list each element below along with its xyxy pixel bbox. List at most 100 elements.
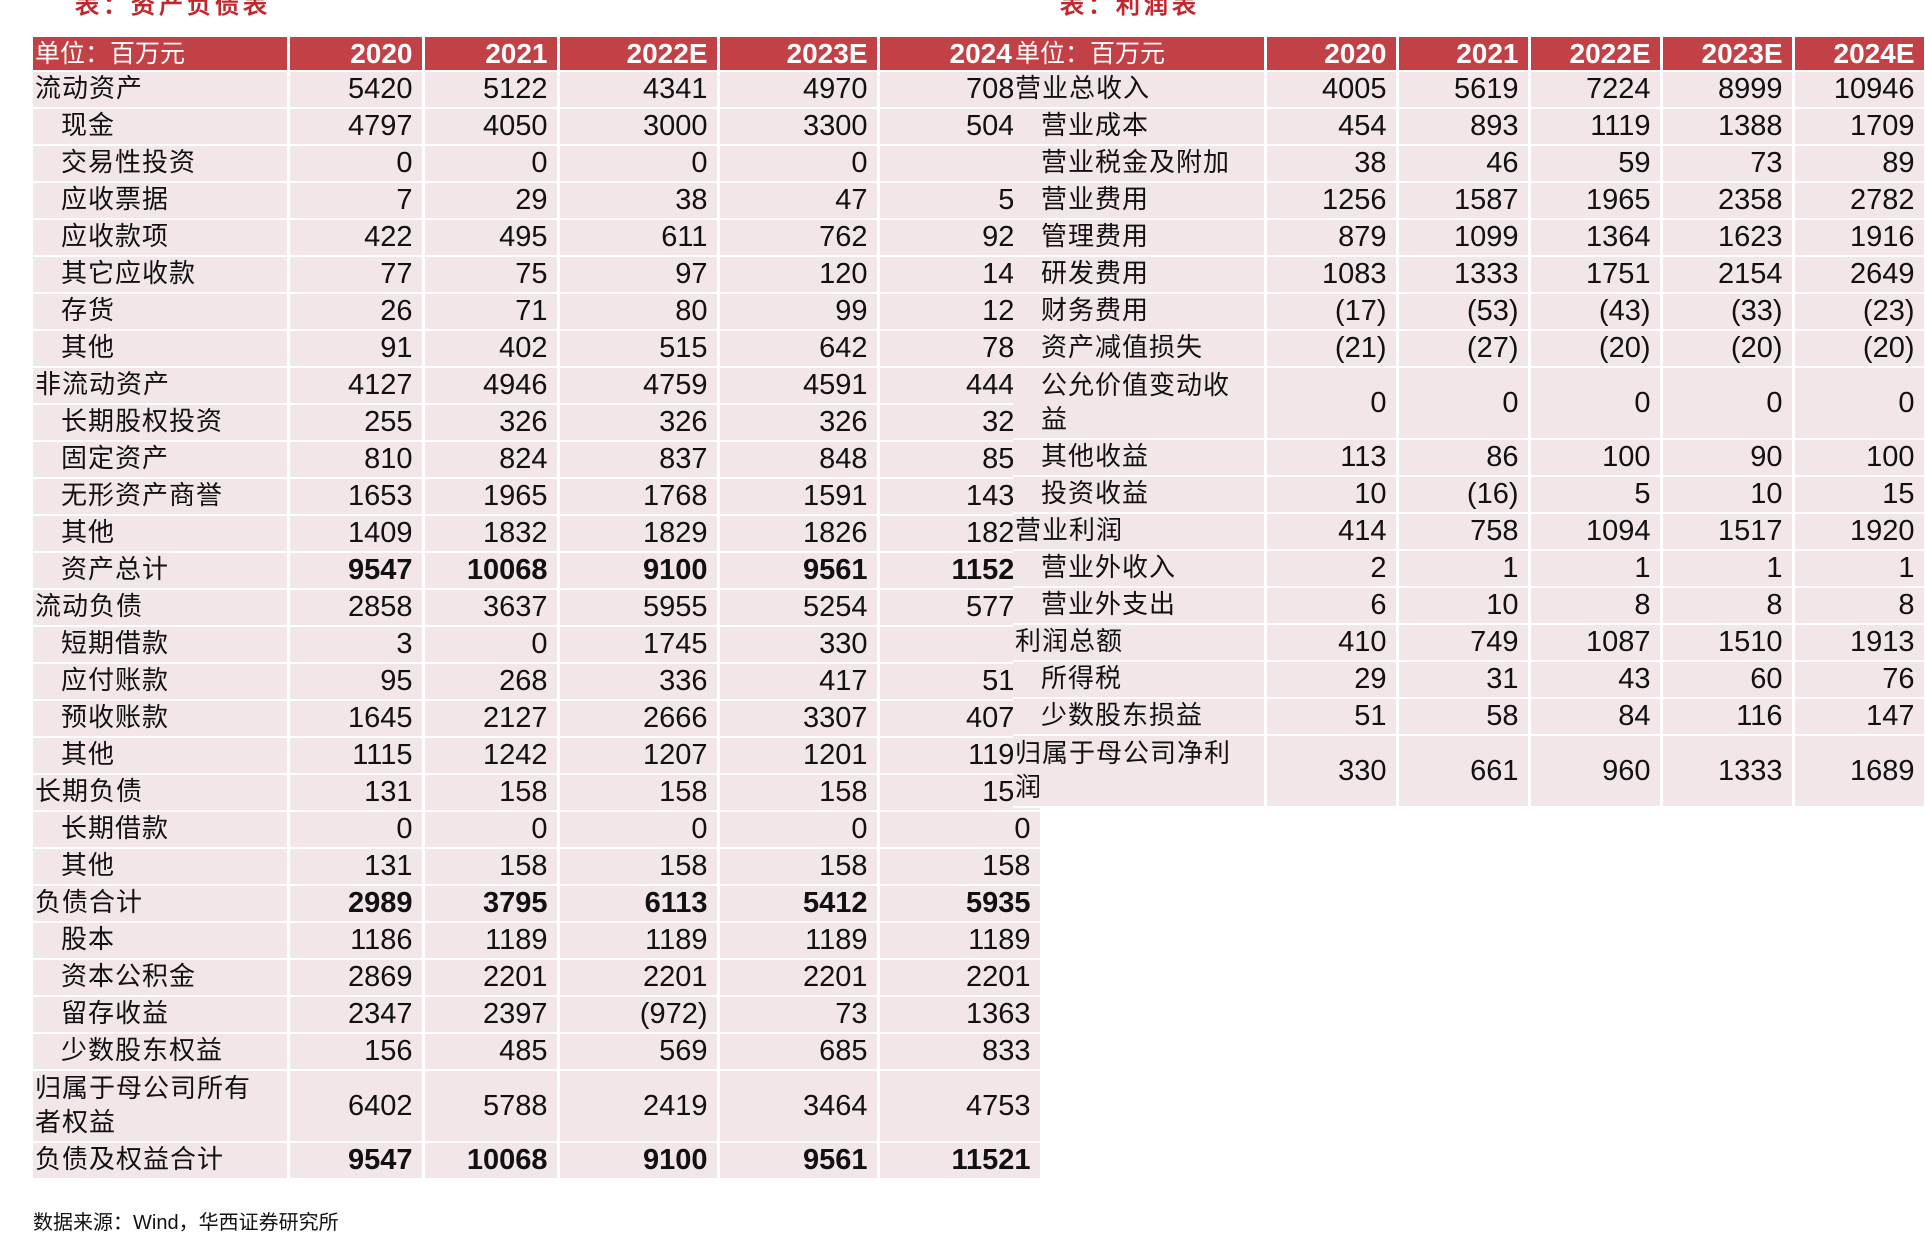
value-cell: 2649: [1793, 256, 1925, 294]
value-cell: 495: [423, 219, 560, 257]
row-label: 预收账款: [33, 700, 290, 738]
income-statement-body: 营业总收入 4005 5619 7224 8999 10946 营业成本 454 893 1119…: [1013, 71, 1925, 808]
row-label: 负债合计: [33, 885, 290, 923]
value-cell: 46: [1397, 145, 1531, 183]
value-cell: 2201: [718, 959, 880, 997]
value-cell: 9100: [558, 1142, 720, 1180]
value-cell: 9561: [718, 1142, 880, 1180]
value-cell: 758: [1397, 513, 1531, 551]
table-row: 营业税金及附加 38 46 59 73 89: [1013, 145, 1925, 183]
value-cell: 417: [718, 663, 880, 701]
table-row: 其他 131 158 158 158 158: [33, 848, 1043, 886]
table-row: 营业利润 414 758 1094 1517 1920: [1013, 513, 1925, 551]
income-statement-caption: 表：利润表: [1060, 0, 1200, 19]
value-cell: 1186: [288, 922, 425, 960]
value-cell: 0: [288, 145, 425, 183]
value-cell: 0: [1661, 367, 1795, 440]
row-label: 其它应收款: [33, 256, 290, 294]
value-cell: 3795: [423, 885, 560, 923]
table-row: 投资收益 10 (16) 5 10 15: [1013, 476, 1925, 514]
value-cell: 5254: [718, 589, 880, 627]
value-cell: (33): [1661, 293, 1795, 331]
table-row: 资本公积金 2869 2201 2201 2201 2201: [33, 959, 1043, 997]
row-label: 归属于母公司所有者权益: [33, 1070, 290, 1143]
value-cell: 893: [1397, 108, 1531, 146]
unit-label: 单位：百万元: [33, 37, 290, 72]
source-footnote: 数据来源：Wind，华西证券研究所: [33, 1212, 339, 1234]
value-cell: 1189: [718, 922, 880, 960]
table-row: 应收款项 422 495 611 762 926: [33, 219, 1043, 257]
value-cell: 158: [558, 848, 720, 886]
value-cell: 749: [1397, 624, 1531, 662]
value-cell: 73: [718, 996, 880, 1034]
row-label: 利润总额: [1013, 624, 1267, 662]
value-cell: 8: [1661, 587, 1795, 625]
table-row: 营业费用 1256 1587 1965 2358 2782: [1013, 182, 1925, 220]
value-cell: 31: [1397, 661, 1531, 699]
row-label: 投资收益: [1013, 476, 1267, 514]
value-cell: 3637: [423, 589, 560, 627]
value-cell: 611: [558, 219, 720, 257]
value-cell: 762: [718, 219, 880, 257]
value-cell: 330: [718, 626, 880, 664]
value-cell: 1653: [288, 478, 425, 516]
value-cell: 1920: [1793, 513, 1925, 551]
value-cell: 9100: [558, 552, 720, 590]
value-cell: 147: [1793, 698, 1925, 736]
table-row: 长期借款 0 0 0 0 0: [33, 811, 1043, 849]
value-cell: 0: [718, 145, 880, 183]
row-label: 其他: [33, 330, 290, 368]
value-cell: 158: [718, 848, 880, 886]
value-cell: 1388: [1661, 108, 1795, 146]
value-cell: 2154: [1661, 256, 1795, 294]
value-cell: 960: [1529, 735, 1663, 808]
value-cell: 1709: [1793, 108, 1925, 146]
value-cell: 100: [1793, 439, 1925, 477]
value-cell: 4127: [288, 367, 425, 405]
row-label: 少数股东权益: [33, 1033, 290, 1071]
value-cell: 5619: [1397, 71, 1531, 109]
value-cell: 1965: [1529, 182, 1663, 220]
value-cell: 158: [423, 848, 560, 886]
value-cell: 9547: [288, 552, 425, 590]
value-cell: 131: [288, 848, 425, 886]
value-cell: 837: [558, 441, 720, 479]
row-label: 管理费用: [1013, 219, 1267, 257]
value-cell: 97: [558, 256, 720, 294]
value-cell: 255: [288, 404, 425, 442]
row-label: 股本: [33, 922, 290, 960]
row-label: 资产总计: [33, 552, 290, 590]
value-cell: 810: [288, 441, 425, 479]
value-cell: (17): [1265, 293, 1399, 331]
value-cell: 75: [423, 256, 560, 294]
table-row: 长期股权投资 255 326 326 326 326: [33, 404, 1043, 442]
value-cell: 76: [1793, 661, 1925, 699]
value-cell: 1409: [288, 515, 425, 553]
value-cell: 120: [718, 256, 880, 294]
value-cell: 2782: [1793, 182, 1925, 220]
value-cell: 6: [1265, 587, 1399, 625]
value-cell: 1: [1529, 550, 1663, 588]
value-cell: 156: [288, 1033, 425, 1071]
value-cell: 0: [423, 145, 560, 183]
row-label: 现金: [33, 108, 290, 146]
value-cell: 879: [1265, 219, 1399, 257]
table-row: 营业总收入 4005 5619 7224 8999 10946: [1013, 71, 1925, 109]
value-cell: 410: [1265, 624, 1399, 662]
value-cell: 2358: [1661, 182, 1795, 220]
value-cell: 8999: [1661, 71, 1795, 109]
row-label: 营业费用: [1013, 182, 1267, 220]
value-cell: 4759: [558, 367, 720, 405]
row-label: 其他: [33, 515, 290, 553]
value-cell: 89: [1793, 145, 1925, 183]
table-row: 应收票据729384757: [33, 182, 1043, 220]
row-label: 财务费用: [1013, 293, 1267, 331]
row-label: 其他: [33, 848, 290, 886]
year-header: 2022E: [1529, 37, 1663, 72]
balance-sheet-header-row: 单位：百万元 2020 2021 2022E 2023E 2024E: [33, 37, 1043, 72]
value-cell: 99: [718, 293, 880, 331]
value-cell: 47: [718, 182, 880, 220]
row-label: 少数股东损益: [1013, 698, 1267, 736]
value-cell: 848: [718, 441, 880, 479]
value-cell: 6402: [288, 1070, 425, 1143]
